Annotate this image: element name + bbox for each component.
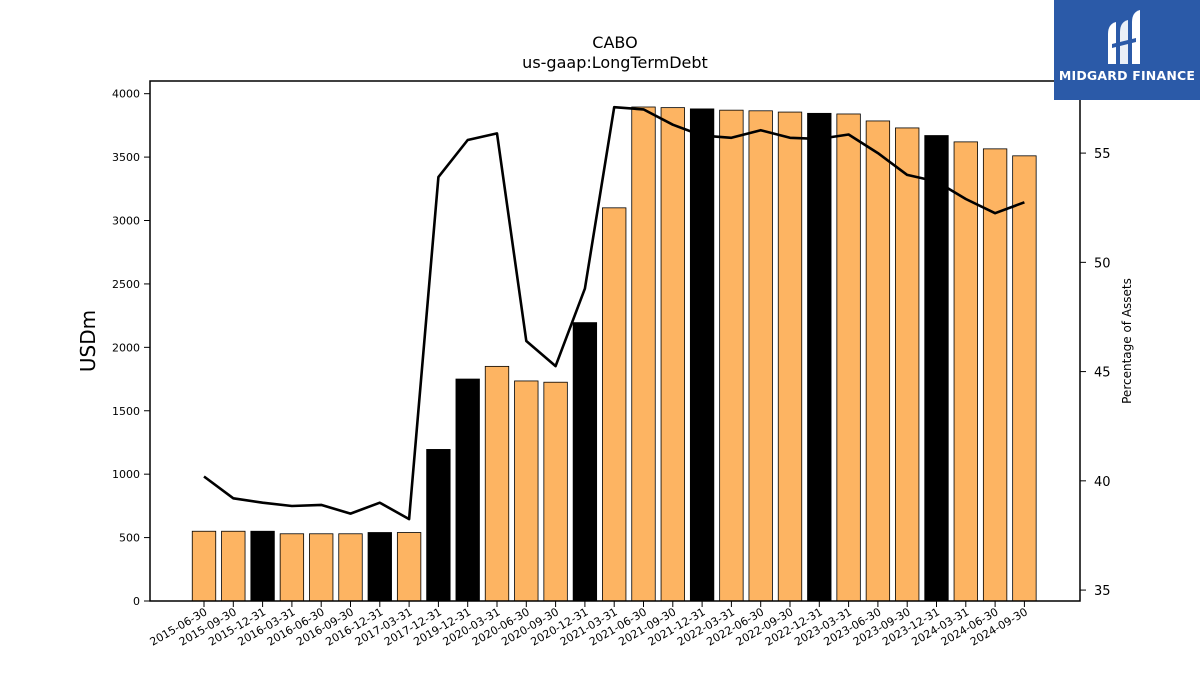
y-tick-label: 1500 [112,405,140,418]
bar [719,109,744,602]
y-tick-label: 0 [133,595,140,608]
y-tick-label: 2000 [112,341,140,354]
bar [660,107,685,602]
bar [484,365,510,602]
y2-axis-label: Percentage of Assets [1120,278,1134,404]
y-axis-ticks: 0 500 1000 1500 2000 2500 3000 3500 4000 [112,88,150,608]
y2-tick-label: 35 [1094,584,1111,599]
bar [924,135,949,602]
bar [543,381,568,602]
plot-frame [149,80,1081,602]
bar [689,108,715,602]
bar [865,120,891,602]
bar [191,530,217,602]
bar [309,533,334,602]
bar [426,449,451,602]
bar [631,106,656,602]
y-tick-label: 3500 [112,151,140,164]
y2-tick-label: 55 [1094,147,1111,162]
chart-subtitle: us-gaap:LongTermDebt [522,53,708,72]
y-tick-label: 500 [119,532,140,545]
bar [748,110,773,602]
bar [895,127,920,602]
bar [396,532,422,602]
y-tick-label: 2500 [112,278,140,291]
bar [807,112,832,602]
bar [367,532,392,602]
bar [836,113,861,602]
chart-title: CABO [592,33,637,52]
bar [514,380,539,602]
bar [777,111,803,602]
y-tick-label: 3000 [112,215,140,228]
y2-tick-label: 40 [1094,475,1111,490]
y2-tick-label: 45 [1094,366,1111,381]
y-tick-label: 1000 [112,468,140,481]
bar [572,322,598,602]
bar [953,141,978,602]
bar [250,530,275,602]
bar [602,207,627,602]
y2-tick-label: 50 [1094,256,1111,271]
series-line [203,105,1025,521]
brand-name: MIDGARD FINANCE [1058,68,1196,83]
midgard-logo-icon [1108,10,1140,64]
bars-group [191,106,1037,602]
bar [221,530,246,602]
bar [1012,155,1037,602]
bar [338,533,363,602]
line-group [203,105,1025,521]
y-axis-label: USDm [76,310,100,372]
y-tick-label: 4000 [112,88,140,101]
bar [279,533,305,602]
bar [455,378,480,602]
bar [982,148,1008,602]
x-axis-ticks: 2015-06-302015-09-302015-12-312016-03-31… [148,601,1030,649]
brand-logo: MIDGARD FINANCE [1054,0,1200,100]
y2-axis-ticks: 35 40 45 50 55 [1080,147,1111,599]
